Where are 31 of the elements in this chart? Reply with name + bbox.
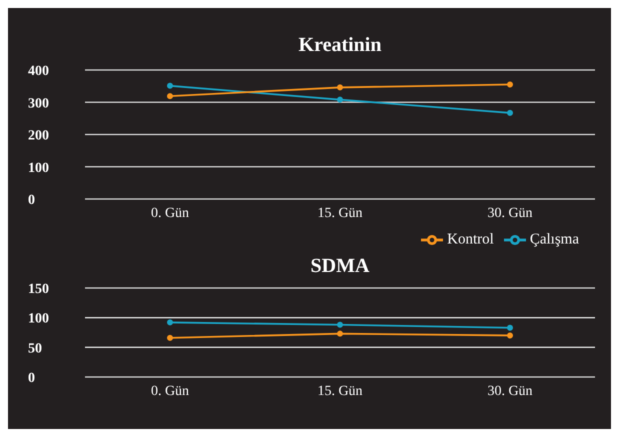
y-tick-label: 300 <box>28 96 49 112</box>
chart-title: SDMA <box>310 255 370 279</box>
y-tick-label: 150 <box>28 282 49 297</box>
y-tick-label: 200 <box>28 128 49 144</box>
y-tick-label: 0 <box>28 371 35 386</box>
y-tick-label: 100 <box>28 312 49 327</box>
point <box>167 82 173 89</box>
x-tick-label: 15. Gün <box>317 206 363 221</box>
y-tick-label: 100 <box>28 160 49 176</box>
chart-title: Kreatinin <box>298 34 382 58</box>
legend-label: Kontrol <box>447 231 494 248</box>
point <box>507 110 513 116</box>
x-tick-label: 0. Gün <box>150 206 190 221</box>
legend-label: Çalışma <box>530 231 579 248</box>
x-tick-label: 0. Gün <box>150 384 190 399</box>
point <box>167 93 173 100</box>
x-tick-label: 30. Gün <box>487 206 533 221</box>
point <box>167 334 173 341</box>
y-tick-label: 50 <box>28 341 42 356</box>
x-tick-label: 15. Gün <box>317 384 363 399</box>
point <box>337 330 343 337</box>
point <box>507 332 513 338</box>
point <box>337 96 343 103</box>
x-tick-label: 30. Gün <box>487 384 533 399</box>
point <box>507 82 513 88</box>
point <box>507 324 513 331</box>
y-tick-label: 0 <box>28 193 35 208</box>
point <box>167 319 173 326</box>
y-tick-label: 400 <box>28 64 49 79</box>
point <box>337 322 343 328</box>
point <box>337 84 343 90</box>
